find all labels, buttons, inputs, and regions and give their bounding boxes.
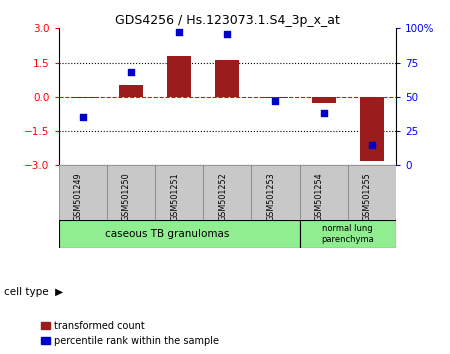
Bar [263,97,288,98]
Bar [107,166,155,220]
Text: normal lung
parenchyma: normal lung parenchyma [321,224,374,244]
Point [176,30,183,35]
Bar [167,56,191,97]
Point [224,31,231,37]
Point [368,142,375,148]
Title: GDS4256 / Hs.123073.1.S4_3p_x_at: GDS4256 / Hs.123073.1.S4_3p_x_at [115,14,340,27]
Text: cell type  ▶: cell type ▶ [4,287,63,297]
Text: caseous TB granulomas: caseous TB granulomas [105,229,229,239]
Point [272,98,279,104]
Point [127,69,135,75]
Point [320,110,327,116]
Point [79,115,86,120]
Bar [360,97,384,161]
Text: GSM501253: GSM501253 [266,172,275,221]
Bar [348,166,396,220]
Bar [58,220,300,248]
Bar [58,166,107,220]
Bar [155,166,203,220]
Bar [252,166,300,220]
Bar [203,166,252,220]
Bar [119,85,143,97]
Bar [300,220,396,248]
Text: GSM501249: GSM501249 [74,172,83,221]
Bar [311,97,336,103]
Bar [300,166,348,220]
Text: GSM501254: GSM501254 [315,172,324,221]
Bar [215,60,239,97]
Text: GSM501255: GSM501255 [363,172,372,221]
Legend: transformed count, percentile rank within the sample: transformed count, percentile rank withi… [41,321,219,346]
Text: GSM501250: GSM501250 [122,172,131,221]
Text: GSM501252: GSM501252 [218,172,227,221]
Bar [71,97,94,98]
Text: GSM501251: GSM501251 [170,172,179,221]
